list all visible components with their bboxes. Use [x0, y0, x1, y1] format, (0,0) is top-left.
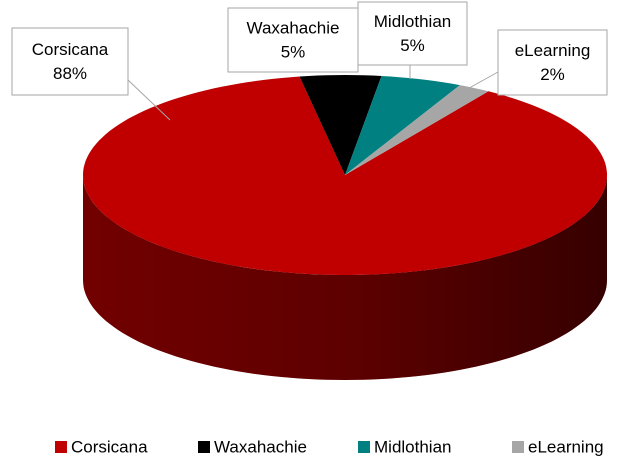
legend-label: Corsicana	[71, 437, 148, 456]
slice	[299, 75, 382, 175]
legend-swatch	[198, 441, 210, 453]
legend-label: Midlothian	[374, 437, 452, 456]
data-label: 5%	[400, 36, 425, 55]
legend-swatch	[55, 441, 67, 453]
data-label-name: Midlothian	[374, 12, 452, 31]
legend-label: Waxahachie	[214, 437, 307, 456]
slice	[345, 85, 489, 175]
data-label: 2%	[540, 65, 565, 84]
data-label-name: eLearning	[515, 41, 591, 60]
leader-line	[127, 79, 171, 121]
slice	[345, 76, 460, 175]
slice	[83, 76, 607, 275]
callout-box	[11, 27, 129, 96]
leader-line	[461, 71, 499, 93]
data-label-name: Corsicana	[32, 40, 109, 59]
data-label: 5%	[281, 42, 306, 61]
legend-label: eLearning	[528, 437, 604, 456]
legend-swatch	[358, 441, 370, 453]
side-shade	[83, 175, 607, 380]
data-label: 88%	[53, 64, 87, 83]
callout-box	[227, 7, 359, 73]
legend-swatch	[512, 441, 524, 453]
callout-box	[357, 1, 468, 66]
data-label-name: Waxahachie	[247, 18, 340, 37]
callout-box	[497, 29, 608, 96]
